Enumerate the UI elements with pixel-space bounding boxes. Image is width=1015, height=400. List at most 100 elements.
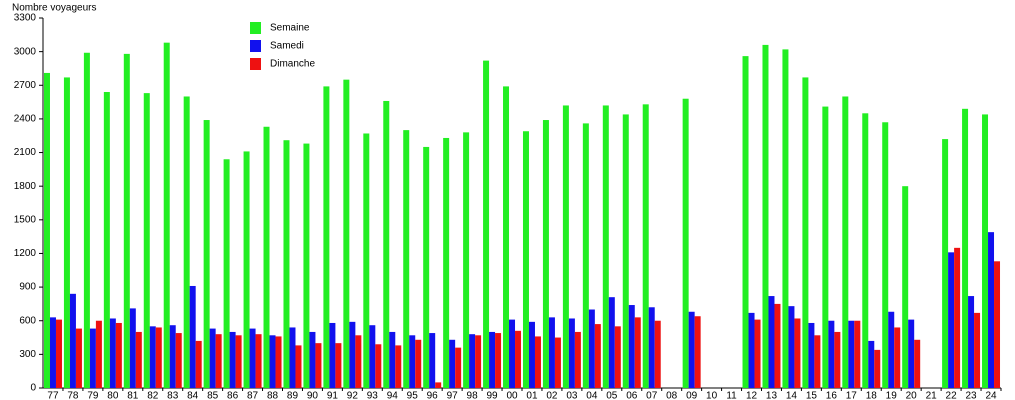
bar <box>329 322 336 388</box>
x-tick-label: 89 <box>287 391 299 400</box>
x-tick-label: 98 <box>467 391 479 400</box>
x-tick-label: 19 <box>886 391 898 400</box>
bar <box>882 122 889 388</box>
bar <box>994 261 1001 388</box>
bar <box>574 331 581 388</box>
bar <box>828 320 835 388</box>
bar <box>469 334 476 388</box>
bar <box>608 297 615 388</box>
x-tick-label: 23 <box>966 391 978 400</box>
bar <box>542 120 549 388</box>
bar <box>568 318 575 388</box>
x-tick-label: 11 <box>726 391 737 400</box>
bar <box>295 345 302 388</box>
legend-swatch <box>250 58 261 70</box>
bar <box>982 114 989 388</box>
y-tick-label: 1800 <box>14 181 37 192</box>
legend-swatch <box>250 22 261 34</box>
bar <box>415 339 422 388</box>
bar <box>423 146 430 388</box>
x-tick-label: 03 <box>566 391 578 400</box>
bar <box>95 320 102 388</box>
bar <box>89 328 96 388</box>
bar <box>654 320 661 388</box>
x-tick-label: 79 <box>87 391 99 400</box>
bar <box>602 105 609 389</box>
x-tick-label: 15 <box>806 391 818 400</box>
bar <box>215 334 222 388</box>
bar <box>229 331 236 388</box>
x-tick-label: 08 <box>666 391 678 400</box>
y-tick-label: 2400 <box>14 114 37 125</box>
x-tick-label: 00 <box>506 391 518 400</box>
y-tick-label: 1500 <box>14 214 37 225</box>
bar <box>688 311 695 388</box>
legend-label: Samedi <box>270 41 304 52</box>
bar <box>782 49 789 388</box>
bar <box>123 53 130 389</box>
bar <box>55 319 62 388</box>
bar <box>189 285 196 388</box>
bar <box>754 319 761 388</box>
y-tick-label: 2100 <box>14 147 37 158</box>
bar <box>528 321 535 388</box>
bar <box>249 328 256 388</box>
bar <box>954 247 961 388</box>
bar <box>335 343 342 388</box>
x-tick-label: 07 <box>646 391 658 400</box>
x-tick-label: 95 <box>407 391 419 400</box>
bar <box>375 344 382 388</box>
bar <box>888 311 895 388</box>
bar <box>834 331 841 388</box>
bar <box>902 186 909 388</box>
x-tick-label: 87 <box>247 391 259 400</box>
bar <box>842 96 849 388</box>
x-tick-label: 06 <box>626 391 638 400</box>
y-tick-label: 3000 <box>14 46 37 57</box>
x-tick-label: 13 <box>766 391 778 400</box>
x-tick-label: 86 <box>227 391 239 400</box>
bar <box>968 296 975 388</box>
bar <box>395 345 402 388</box>
bar <box>349 321 356 388</box>
bar <box>594 324 601 388</box>
x-tick-label: 14 <box>786 391 798 400</box>
x-tick-label: 97 <box>447 391 459 400</box>
bar <box>203 120 210 388</box>
bar <box>475 335 482 388</box>
bar <box>862 113 869 388</box>
bar <box>503 86 510 389</box>
x-tick-label: 93 <box>367 391 379 400</box>
bar <box>263 126 270 389</box>
bar <box>774 303 781 388</box>
x-tick-label: 12 <box>746 391 758 400</box>
bar <box>303 143 310 388</box>
bar <box>522 131 529 388</box>
x-tick-label: 81 <box>127 391 139 400</box>
bar <box>403 130 410 388</box>
bar <box>129 308 136 388</box>
bar <box>908 319 915 388</box>
y-tick-label: 3300 <box>14 13 37 24</box>
bar <box>694 316 701 388</box>
bar <box>948 252 955 388</box>
x-tick-label: 20 <box>906 391 918 400</box>
bar <box>369 325 376 388</box>
bar <box>483 60 490 389</box>
x-tick-label: 24 <box>985 391 997 400</box>
bar <box>648 307 655 388</box>
bar <box>634 317 641 388</box>
x-tick-label: 17 <box>846 391 858 400</box>
bar <box>315 343 322 388</box>
x-tick-label: 85 <box>207 391 219 400</box>
bar <box>83 52 90 389</box>
x-tick-label: 05 <box>606 391 618 400</box>
bar <box>109 318 116 388</box>
x-tick-label: 92 <box>347 391 359 400</box>
bar <box>489 331 496 388</box>
bar <box>269 335 276 388</box>
bar <box>794 318 801 388</box>
x-tick-label: 16 <box>826 391 838 400</box>
y-tick-label: 900 <box>19 282 36 293</box>
x-tick-label: 01 <box>526 391 538 400</box>
